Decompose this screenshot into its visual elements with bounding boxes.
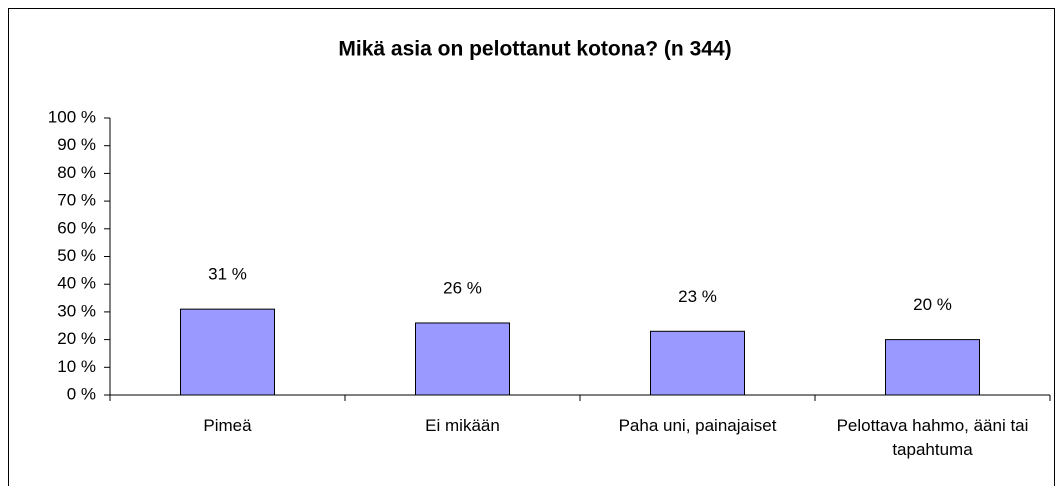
bar [415,322,510,396]
bar [885,339,980,396]
y-tick-label: 80 % [57,163,96,182]
x-tick-label: Pimeä [203,416,252,435]
data-label: 31 % [208,265,247,284]
chart-title: Mikä asia on pelottanut kotona? (n 344) [338,38,731,61]
y-tick-label: 50 % [57,246,96,265]
y-tick-label: 70 % [57,191,96,210]
y-tick-label: 90 % [57,135,96,154]
y-tick-label: 100 % [48,107,96,126]
x-tick-label: Pelottava hahmo, ääni tai tapahtuma [836,416,1029,459]
bar [180,308,275,396]
data-label: 26 % [443,278,482,297]
y-tick-label: 40 % [57,274,96,293]
bar [650,330,745,396]
x-tick-label: Ei mikään [425,416,500,435]
y-tick-label: 10 % [57,357,96,376]
y-tick-label: 30 % [57,301,96,320]
data-label: 20 % [913,295,952,314]
y-tick-label: 60 % [57,218,96,237]
y-tick-label: 0 % [67,384,96,403]
x-tick-label: Paha uni, painajaiset [618,416,777,435]
data-label: 23 % [678,287,717,306]
y-tick-label: 20 % [57,329,96,348]
chart-border [8,8,1055,486]
